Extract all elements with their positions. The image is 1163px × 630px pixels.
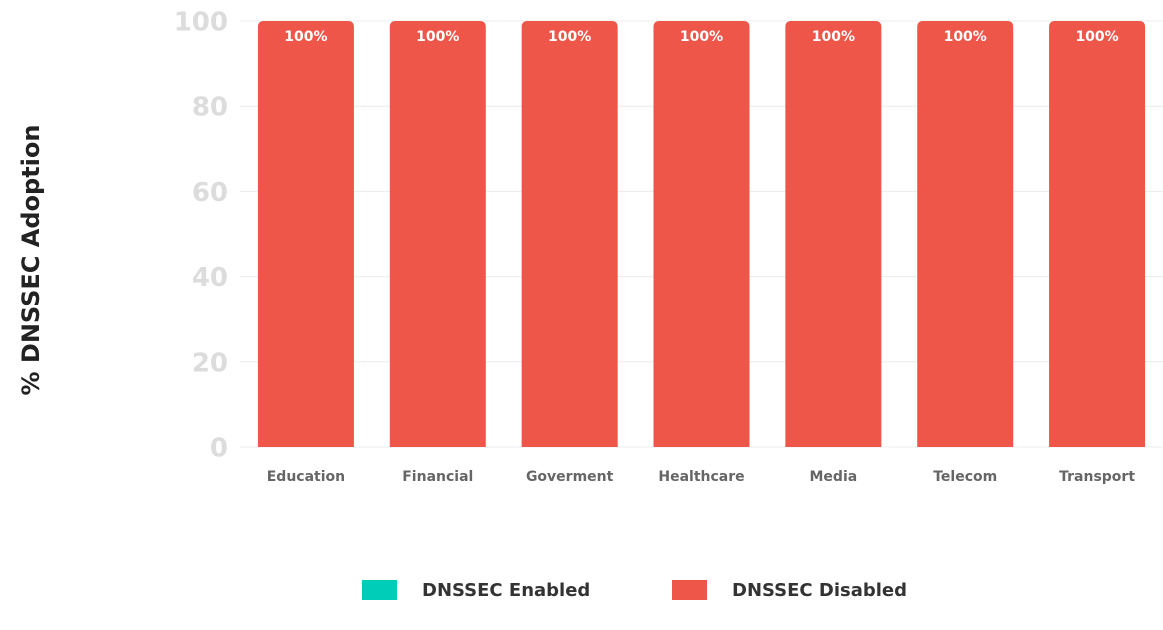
y-tick-label: 20 bbox=[192, 348, 228, 378]
y-tick-label: 80 bbox=[192, 93, 228, 123]
legend-swatch bbox=[362, 580, 397, 600]
data-label: 100% bbox=[416, 29, 459, 45]
data-label: 100% bbox=[812, 29, 855, 45]
bar-segment bbox=[917, 21, 1014, 447]
x-tick-label: Goverment bbox=[526, 469, 614, 485]
bar-segment bbox=[785, 21, 882, 447]
legend-swatch bbox=[672, 580, 707, 600]
x-tick-label: Transport bbox=[1059, 469, 1135, 485]
data-label: 100% bbox=[548, 29, 591, 45]
legend-label: DNSSEC Disabled bbox=[732, 580, 907, 601]
x-tick-label: Education bbox=[267, 469, 345, 485]
x-tick-label: Financial bbox=[402, 469, 473, 485]
data-label: 100% bbox=[680, 29, 723, 45]
bar-segment bbox=[1049, 21, 1146, 447]
y-axis-label: % DNSSEC Adoption bbox=[17, 125, 45, 396]
y-tick-label: 40 bbox=[192, 263, 228, 293]
x-tick-label: Telecom bbox=[933, 469, 997, 485]
bar-segment bbox=[389, 21, 486, 447]
bar-segment bbox=[257, 21, 354, 447]
legend-label: DNSSEC Enabled bbox=[422, 580, 590, 601]
data-label: 100% bbox=[284, 29, 327, 45]
y-tick-label: 60 bbox=[192, 178, 228, 208]
x-tick-label: Media bbox=[810, 469, 858, 485]
data-label: 100% bbox=[1075, 29, 1118, 45]
data-label: 100% bbox=[944, 29, 987, 45]
y-tick-label: 100 bbox=[174, 8, 228, 38]
y-tick-label: 0 bbox=[210, 434, 228, 464]
bar-segment bbox=[521, 21, 618, 447]
x-tick-label: Healthcare bbox=[658, 469, 744, 485]
bar-segment bbox=[653, 21, 750, 447]
